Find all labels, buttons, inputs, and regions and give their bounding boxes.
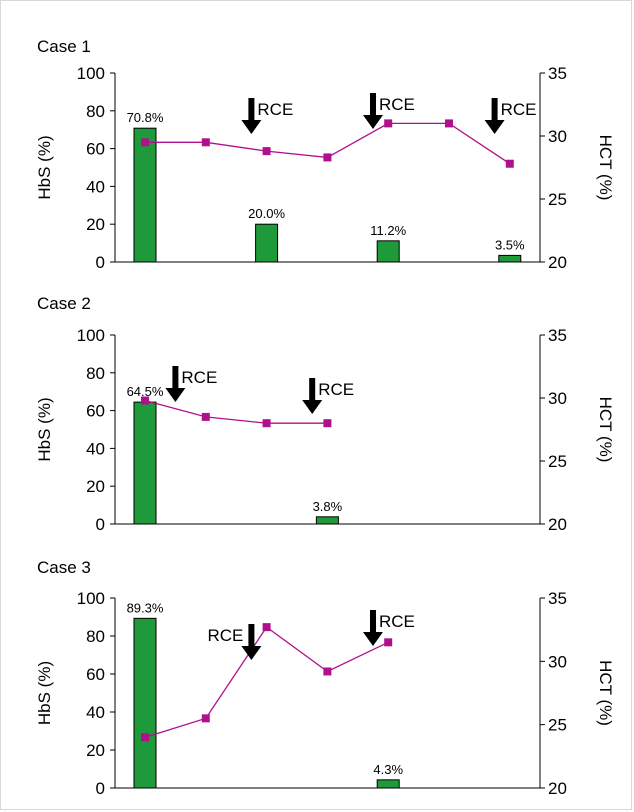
chart-title: Case 2 bbox=[37, 294, 91, 313]
hct-point bbox=[262, 147, 271, 156]
hbs-bar bbox=[255, 223, 279, 263]
hbs-bar bbox=[133, 401, 157, 525]
y2-tick-label: 20 bbox=[548, 253, 567, 272]
y2-tick-label: 30 bbox=[548, 127, 567, 146]
rce-arrow bbox=[165, 366, 186, 402]
hbs-bar bbox=[498, 254, 522, 263]
y-tick-label: 20 bbox=[86, 215, 105, 234]
hct-point bbox=[384, 638, 393, 647]
hbs-bar-label: 11.2% bbox=[370, 223, 406, 238]
rce-label: RCE bbox=[318, 380, 354, 399]
hct-point bbox=[201, 714, 210, 723]
y2-tick-label: 30 bbox=[548, 652, 567, 671]
y2-tick-label: 20 bbox=[548, 779, 567, 798]
hct-point bbox=[141, 138, 149, 147]
rce-arrow bbox=[241, 98, 262, 134]
hbs-bar-label: 4.3% bbox=[373, 762, 403, 777]
hct-point bbox=[141, 733, 149, 742]
hbs-bar bbox=[133, 617, 157, 789]
y-tick-label: 80 bbox=[86, 627, 105, 646]
rce-arrow bbox=[363, 610, 383, 646]
hct-line bbox=[144, 399, 328, 424]
y-tick-label: 100 bbox=[77, 326, 105, 345]
y2-tick-label: 30 bbox=[548, 389, 567, 408]
hbs-bar-label: 3.5% bbox=[495, 237, 525, 252]
hct-point bbox=[323, 153, 332, 162]
y-axis-title: HbS (%) bbox=[35, 661, 54, 725]
chart-title: Case 3 bbox=[37, 558, 91, 577]
y2-tick-label: 35 bbox=[548, 589, 567, 608]
hbs-bar-label: 64.5% bbox=[127, 384, 164, 399]
y-tick-label: 40 bbox=[86, 177, 105, 196]
chart-case-3: Case 3 0 20 40 60 80 100 20 25 30 35 HbS (%) HCT (%)… bbox=[35, 558, 615, 798]
hbs-bar bbox=[133, 127, 157, 263]
rce-label: RCE bbox=[501, 100, 537, 119]
y-tick-label: 80 bbox=[86, 102, 105, 121]
y2-axis-title: HCT (%) bbox=[596, 135, 615, 201]
y-tick-label: 0 bbox=[96, 779, 105, 798]
rce-label: RCE bbox=[207, 626, 243, 645]
rce-arrow bbox=[484, 98, 505, 134]
hct-point bbox=[262, 623, 271, 632]
hct-point bbox=[384, 119, 393, 128]
chart-case-2: Case 2 0 20 40 60 80 100 20 25 30 35 HbS (%) HCT (%)… bbox=[35, 294, 615, 534]
hbs-bar bbox=[376, 779, 400, 789]
hct-point bbox=[323, 419, 332, 428]
hct-line bbox=[144, 626, 389, 738]
y-axis-title: HbS (%) bbox=[35, 397, 54, 461]
y-tick-label: 0 bbox=[96, 253, 105, 272]
y-tick-label: 40 bbox=[86, 703, 105, 722]
y-axis-title: HbS (%) bbox=[35, 135, 54, 199]
hct-point bbox=[505, 159, 514, 168]
y-tick-label: 60 bbox=[86, 665, 105, 684]
y2-tick-label: 25 bbox=[548, 452, 567, 471]
y2-axis-title: HCT (%) bbox=[596, 397, 615, 463]
hbs-bar bbox=[315, 516, 339, 525]
y2-tick-label: 35 bbox=[548, 64, 567, 83]
chart-title: Case 1 bbox=[37, 37, 91, 56]
hct-point bbox=[262, 419, 271, 428]
rce-arrow bbox=[241, 624, 262, 660]
y-tick-label: 40 bbox=[86, 439, 105, 458]
y-tick-label: 60 bbox=[86, 140, 105, 159]
y2-tick-label: 25 bbox=[548, 190, 567, 209]
rce-label: RCE bbox=[379, 95, 415, 114]
y-tick-label: 0 bbox=[96, 515, 105, 534]
hbs-bar-label: 89.3% bbox=[127, 600, 164, 615]
y-tick-label: 20 bbox=[86, 741, 105, 760]
hct-point bbox=[141, 396, 149, 405]
hct-point bbox=[201, 138, 210, 147]
hbs-bar-label: 20.0% bbox=[248, 206, 285, 221]
y-tick-label: 80 bbox=[86, 364, 105, 383]
rce-label: RCE bbox=[379, 612, 415, 631]
y-tick-label: 100 bbox=[77, 64, 105, 83]
y-tick-label: 100 bbox=[77, 589, 105, 608]
rce-label: RCE bbox=[181, 368, 217, 387]
hct-point bbox=[445, 119, 453, 128]
hbs-bar bbox=[376, 240, 400, 263]
rce-label: RCE bbox=[257, 100, 293, 119]
y2-tick-label: 35 bbox=[548, 326, 567, 345]
y-tick-label: 20 bbox=[86, 477, 105, 496]
hct-point bbox=[323, 667, 332, 676]
chart-case-1: Case 1 0 20 40 60 80 100 20 25 30 35 HbS (%) HCT (%)… bbox=[35, 37, 615, 272]
rce-arrow bbox=[363, 93, 383, 129]
rce-arrow bbox=[302, 378, 323, 414]
hbs-bar-label: 70.8% bbox=[127, 110, 164, 125]
y2-tick-label: 25 bbox=[548, 716, 567, 735]
hbs-bar-label: 3.8% bbox=[313, 499, 343, 514]
hct-point bbox=[201, 412, 210, 421]
y-tick-label: 60 bbox=[86, 402, 105, 421]
y2-tick-label: 20 bbox=[548, 515, 567, 534]
y2-axis-title: HCT (%) bbox=[596, 660, 615, 726]
